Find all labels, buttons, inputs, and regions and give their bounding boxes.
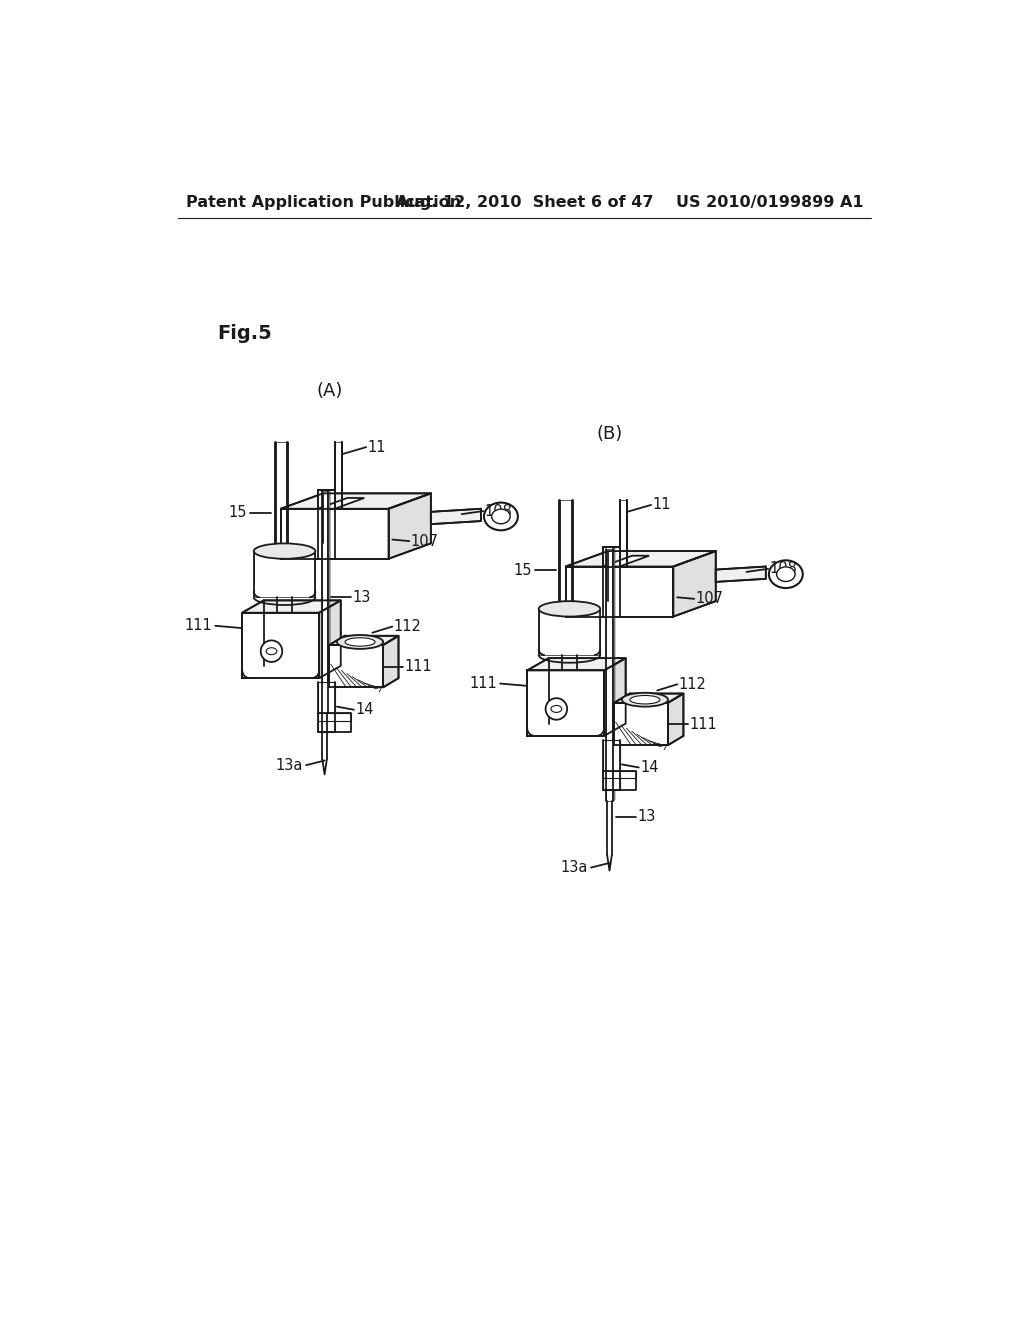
Text: 13a: 13a xyxy=(560,861,588,875)
Text: 108: 108 xyxy=(770,561,798,577)
Circle shape xyxy=(546,698,567,719)
Ellipse shape xyxy=(622,693,668,706)
Polygon shape xyxy=(281,508,388,558)
Polygon shape xyxy=(620,499,628,566)
Polygon shape xyxy=(668,693,683,744)
Text: 107: 107 xyxy=(411,533,439,549)
Text: US 2010/0199899 A1: US 2010/0199899 A1 xyxy=(676,195,863,210)
Polygon shape xyxy=(604,659,626,737)
Polygon shape xyxy=(243,601,341,612)
Polygon shape xyxy=(243,612,319,678)
Text: 13a: 13a xyxy=(275,758,303,772)
Polygon shape xyxy=(614,702,668,744)
Text: 112: 112 xyxy=(394,619,422,634)
Polygon shape xyxy=(318,713,351,721)
Text: 14: 14 xyxy=(355,702,374,717)
Polygon shape xyxy=(330,636,398,645)
Text: 13: 13 xyxy=(352,590,371,605)
Polygon shape xyxy=(527,671,604,737)
Text: 14: 14 xyxy=(640,760,658,775)
Polygon shape xyxy=(254,552,315,598)
Polygon shape xyxy=(674,552,716,616)
Text: Patent Application Publication: Patent Application Publication xyxy=(186,195,461,210)
Polygon shape xyxy=(603,771,636,779)
Polygon shape xyxy=(565,552,716,566)
Text: 111: 111 xyxy=(184,618,212,634)
Polygon shape xyxy=(317,498,365,508)
Text: 112: 112 xyxy=(679,677,707,692)
Polygon shape xyxy=(431,508,481,524)
Polygon shape xyxy=(565,566,674,616)
Ellipse shape xyxy=(630,696,659,704)
Ellipse shape xyxy=(769,560,803,589)
Ellipse shape xyxy=(539,601,600,616)
Text: 111: 111 xyxy=(469,676,497,692)
Polygon shape xyxy=(318,682,336,733)
Ellipse shape xyxy=(492,510,510,524)
Text: 111: 111 xyxy=(404,659,432,675)
Text: 111: 111 xyxy=(689,717,718,731)
Ellipse shape xyxy=(345,638,375,647)
Ellipse shape xyxy=(254,544,315,558)
Polygon shape xyxy=(328,490,330,713)
Polygon shape xyxy=(606,549,612,801)
Text: (A): (A) xyxy=(316,381,342,400)
Ellipse shape xyxy=(266,648,276,655)
Polygon shape xyxy=(317,490,335,508)
Polygon shape xyxy=(319,601,341,678)
Polygon shape xyxy=(716,566,766,582)
Text: 11: 11 xyxy=(652,498,671,512)
Polygon shape xyxy=(539,609,600,655)
Text: 15: 15 xyxy=(513,562,531,578)
Polygon shape xyxy=(559,499,571,609)
Polygon shape xyxy=(274,442,287,552)
Ellipse shape xyxy=(776,566,795,582)
Polygon shape xyxy=(614,693,683,702)
Polygon shape xyxy=(602,548,620,566)
Text: Fig.5: Fig.5 xyxy=(217,325,272,343)
Polygon shape xyxy=(335,442,342,508)
Text: 11: 11 xyxy=(368,440,386,454)
Polygon shape xyxy=(602,556,649,566)
Polygon shape xyxy=(603,739,621,789)
Text: 107: 107 xyxy=(695,591,724,606)
Text: (B): (B) xyxy=(596,425,623,444)
Text: 13: 13 xyxy=(637,809,655,824)
Ellipse shape xyxy=(551,705,562,713)
Text: 108: 108 xyxy=(484,503,513,519)
Ellipse shape xyxy=(337,635,383,649)
Circle shape xyxy=(261,640,283,663)
Text: Aug. 12, 2010  Sheet 6 of 47: Aug. 12, 2010 Sheet 6 of 47 xyxy=(396,195,653,210)
Polygon shape xyxy=(527,659,626,671)
Text: 15: 15 xyxy=(228,506,247,520)
Polygon shape xyxy=(388,494,431,558)
Polygon shape xyxy=(383,636,398,688)
Polygon shape xyxy=(322,491,328,713)
Polygon shape xyxy=(612,548,614,801)
Ellipse shape xyxy=(484,503,518,531)
Polygon shape xyxy=(330,645,383,688)
Polygon shape xyxy=(281,494,431,508)
